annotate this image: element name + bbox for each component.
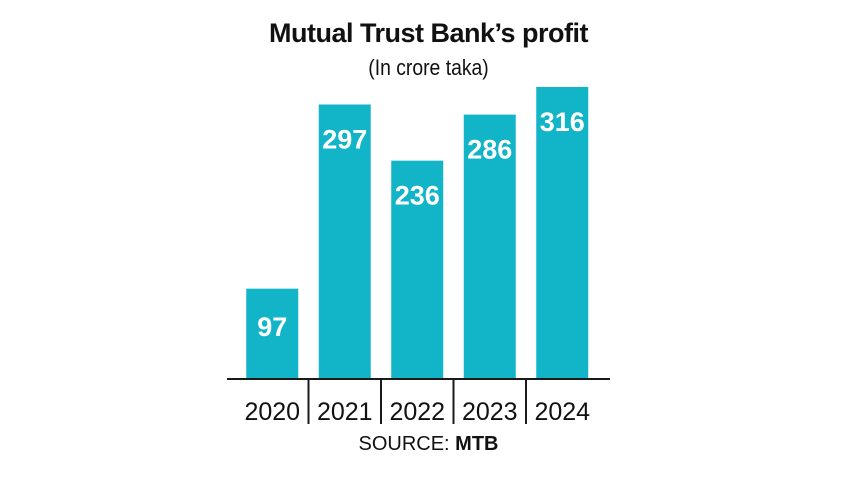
x-tick-label: 2023 (462, 398, 518, 426)
chart-subtitle: (In crore taka) (368, 55, 489, 80)
bar-value-label: 236 (395, 181, 440, 211)
x-tick-label: 2024 (534, 398, 590, 426)
chart-title: Mutual Trust Bank’s profit (268, 18, 589, 48)
bar-2020 (246, 288, 299, 378)
x-tick-label: 2021 (317, 398, 373, 426)
bar-value-label: 286 (467, 135, 512, 165)
bar-2021 (318, 104, 371, 379)
x-tick-label: 2022 (389, 398, 445, 426)
bar-2023 (463, 114, 516, 378)
bar-value-label: 97 (257, 312, 287, 342)
bar-value-label: 316 (540, 107, 585, 137)
bar-2024 (536, 87, 589, 378)
source-line: SOURCE: MTB (0, 433, 857, 456)
bar-2022 (391, 160, 444, 378)
x-tick-label: 2020 (244, 398, 300, 426)
source-value: MTB (455, 433, 499, 455)
bar-value-label: 297 (322, 124, 367, 154)
source-label: SOURCE: (358, 433, 450, 455)
